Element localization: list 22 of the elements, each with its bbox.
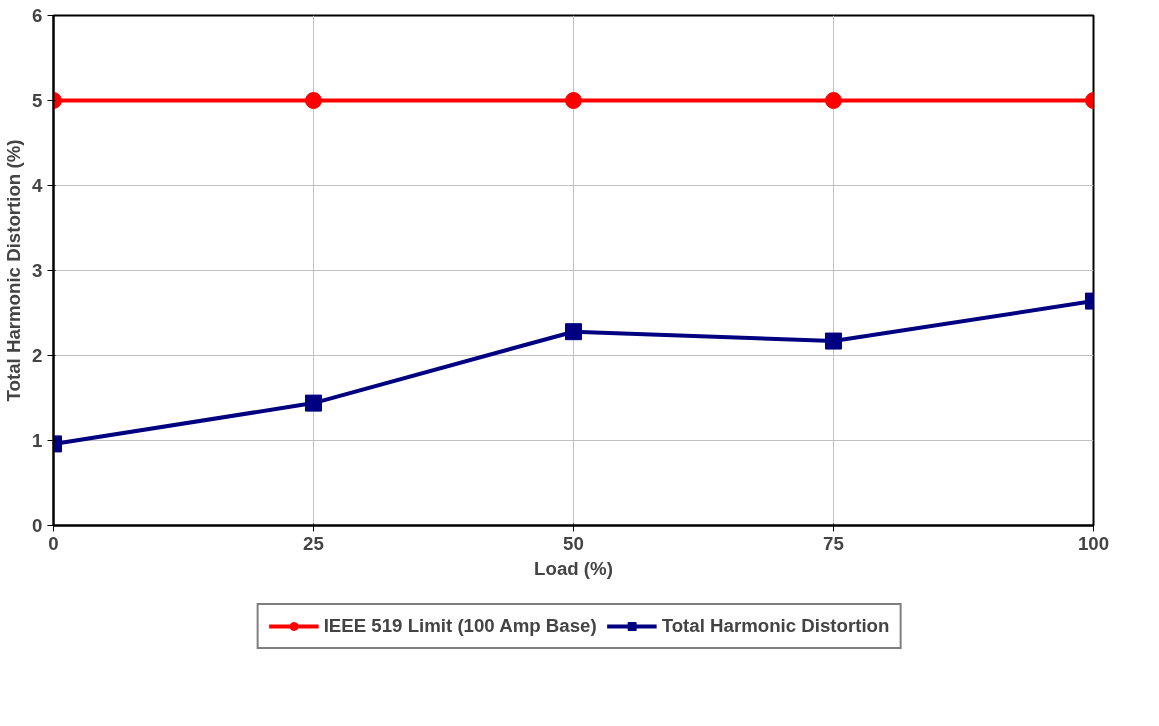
y-tick-label: 0 — [32, 515, 43, 536]
x-tick-label: 50 — [563, 532, 584, 554]
point — [565, 92, 582, 109]
legend-label: Total Harmonic Distortion — [661, 615, 890, 637]
point — [825, 332, 842, 350]
y-tick-label: 1 — [32, 430, 43, 451]
x-tick-label: 75 — [823, 532, 844, 554]
point — [565, 323, 582, 341]
legend-label: IEEE 519 Limit (100 Amp Base) — [323, 615, 597, 637]
y-axis-title: Total Harmonic Distortion (%) — [3, 139, 25, 402]
point — [825, 92, 842, 109]
y-tick-label: 3 — [32, 260, 43, 281]
y-tick-label: 6 — [32, 5, 43, 26]
y-tick-label: 5 — [32, 90, 43, 111]
x-tick-label: 25 — [303, 532, 324, 554]
x-axis-title: Load (%) — [534, 557, 613, 579]
y-tick-label: 2 — [32, 345, 43, 366]
point — [305, 92, 322, 109]
y-tick-label: 4 — [32, 175, 44, 196]
x-tick-label: 100 — [1077, 532, 1110, 554]
point — [305, 394, 322, 412]
x-tick-label: 0 — [48, 532, 59, 554]
